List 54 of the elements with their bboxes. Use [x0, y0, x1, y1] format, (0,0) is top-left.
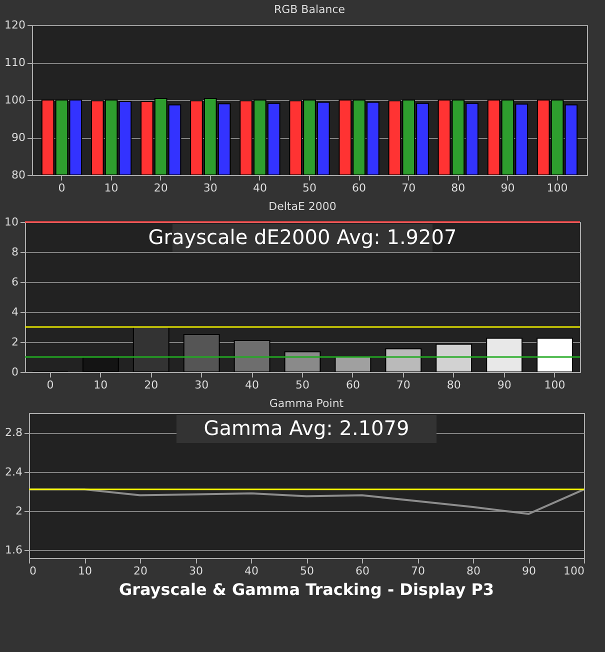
y-tick-label: 2 — [12, 336, 18, 348]
x-tick-label: 20 — [134, 564, 148, 578]
x-tick-label: 80 — [451, 182, 466, 194]
chart-title: RGB Balance — [274, 3, 346, 16]
x-tick-label: 90 — [497, 378, 512, 392]
x-tick-label: 30 — [203, 182, 218, 194]
x-tick-label: 70 — [396, 378, 410, 392]
x-tick-label: 20 — [154, 182, 168, 194]
x-tick-label: 0 — [58, 182, 66, 194]
x-tick-label: 40 — [245, 378, 260, 392]
x-tick-label: 90 — [500, 182, 515, 194]
x-tick-label: 80 — [446, 378, 461, 392]
x-tick-label: 40 — [244, 564, 258, 578]
y-tick-label: 90 — [12, 131, 26, 144]
chart-title: Gamma Point — [269, 397, 344, 410]
x-tick-label: 0 — [30, 564, 36, 578]
x-tick-label: 20 — [144, 378, 158, 392]
y-tick-label: 1.6 — [5, 544, 22, 557]
y-tick-label: 0 — [12, 366, 18, 378]
x-tick-label: 50 — [302, 182, 316, 194]
x-tick-label: 70 — [411, 564, 425, 578]
x-tick-label: 50 — [296, 378, 310, 392]
chart-title: DeltaE 2000 — [268, 200, 336, 213]
x-tick-label: 40 — [252, 182, 267, 194]
y-tick-label: 8 — [12, 246, 18, 258]
x-tick-label: 50 — [300, 564, 314, 578]
x-tick-label: 10 — [94, 378, 108, 392]
x-tick-label: 100 — [546, 182, 568, 194]
x-tick-label: 60 — [346, 378, 360, 392]
y-tick-label: 2.4 — [5, 465, 22, 478]
x-tick-label: 90 — [522, 564, 536, 578]
x-tick-label: 60 — [352, 182, 366, 194]
y-tick-label: 2 — [16, 504, 22, 518]
x-tick-label: 60 — [356, 564, 370, 578]
y-tick-label: 10 — [4, 216, 18, 228]
text: Grayscale & Gamma Tracking - Display P3 — [118, 580, 494, 599]
y-tick-label: 2.8 — [5, 426, 22, 440]
y-tick-label: 120 — [4, 18, 26, 32]
y-tick-label: 110 — [4, 56, 26, 69]
x-tick-label: 10 — [104, 182, 118, 194]
y-tick-label: 4 — [12, 306, 18, 318]
y-tick-label: 6 — [12, 276, 18, 288]
annotation: Gamma Avg: 2.1079 — [204, 416, 410, 440]
x-tick-label: 30 — [189, 564, 203, 578]
x-tick-label: 100 — [544, 378, 566, 392]
x-tick-label: 70 — [402, 182, 416, 194]
x-tick-label: 80 — [466, 564, 480, 578]
y-tick-label: 80 — [12, 168, 26, 182]
x-tick-label: 100 — [564, 564, 584, 578]
x-tick-label: 10 — [78, 564, 92, 578]
x-tick-label: 30 — [194, 378, 209, 392]
annotation: Grayscale dE2000 Avg: 1.9207 — [148, 225, 457, 249]
x-tick-label: 0 — [46, 378, 54, 392]
y-tick-label: 100 — [4, 94, 26, 106]
